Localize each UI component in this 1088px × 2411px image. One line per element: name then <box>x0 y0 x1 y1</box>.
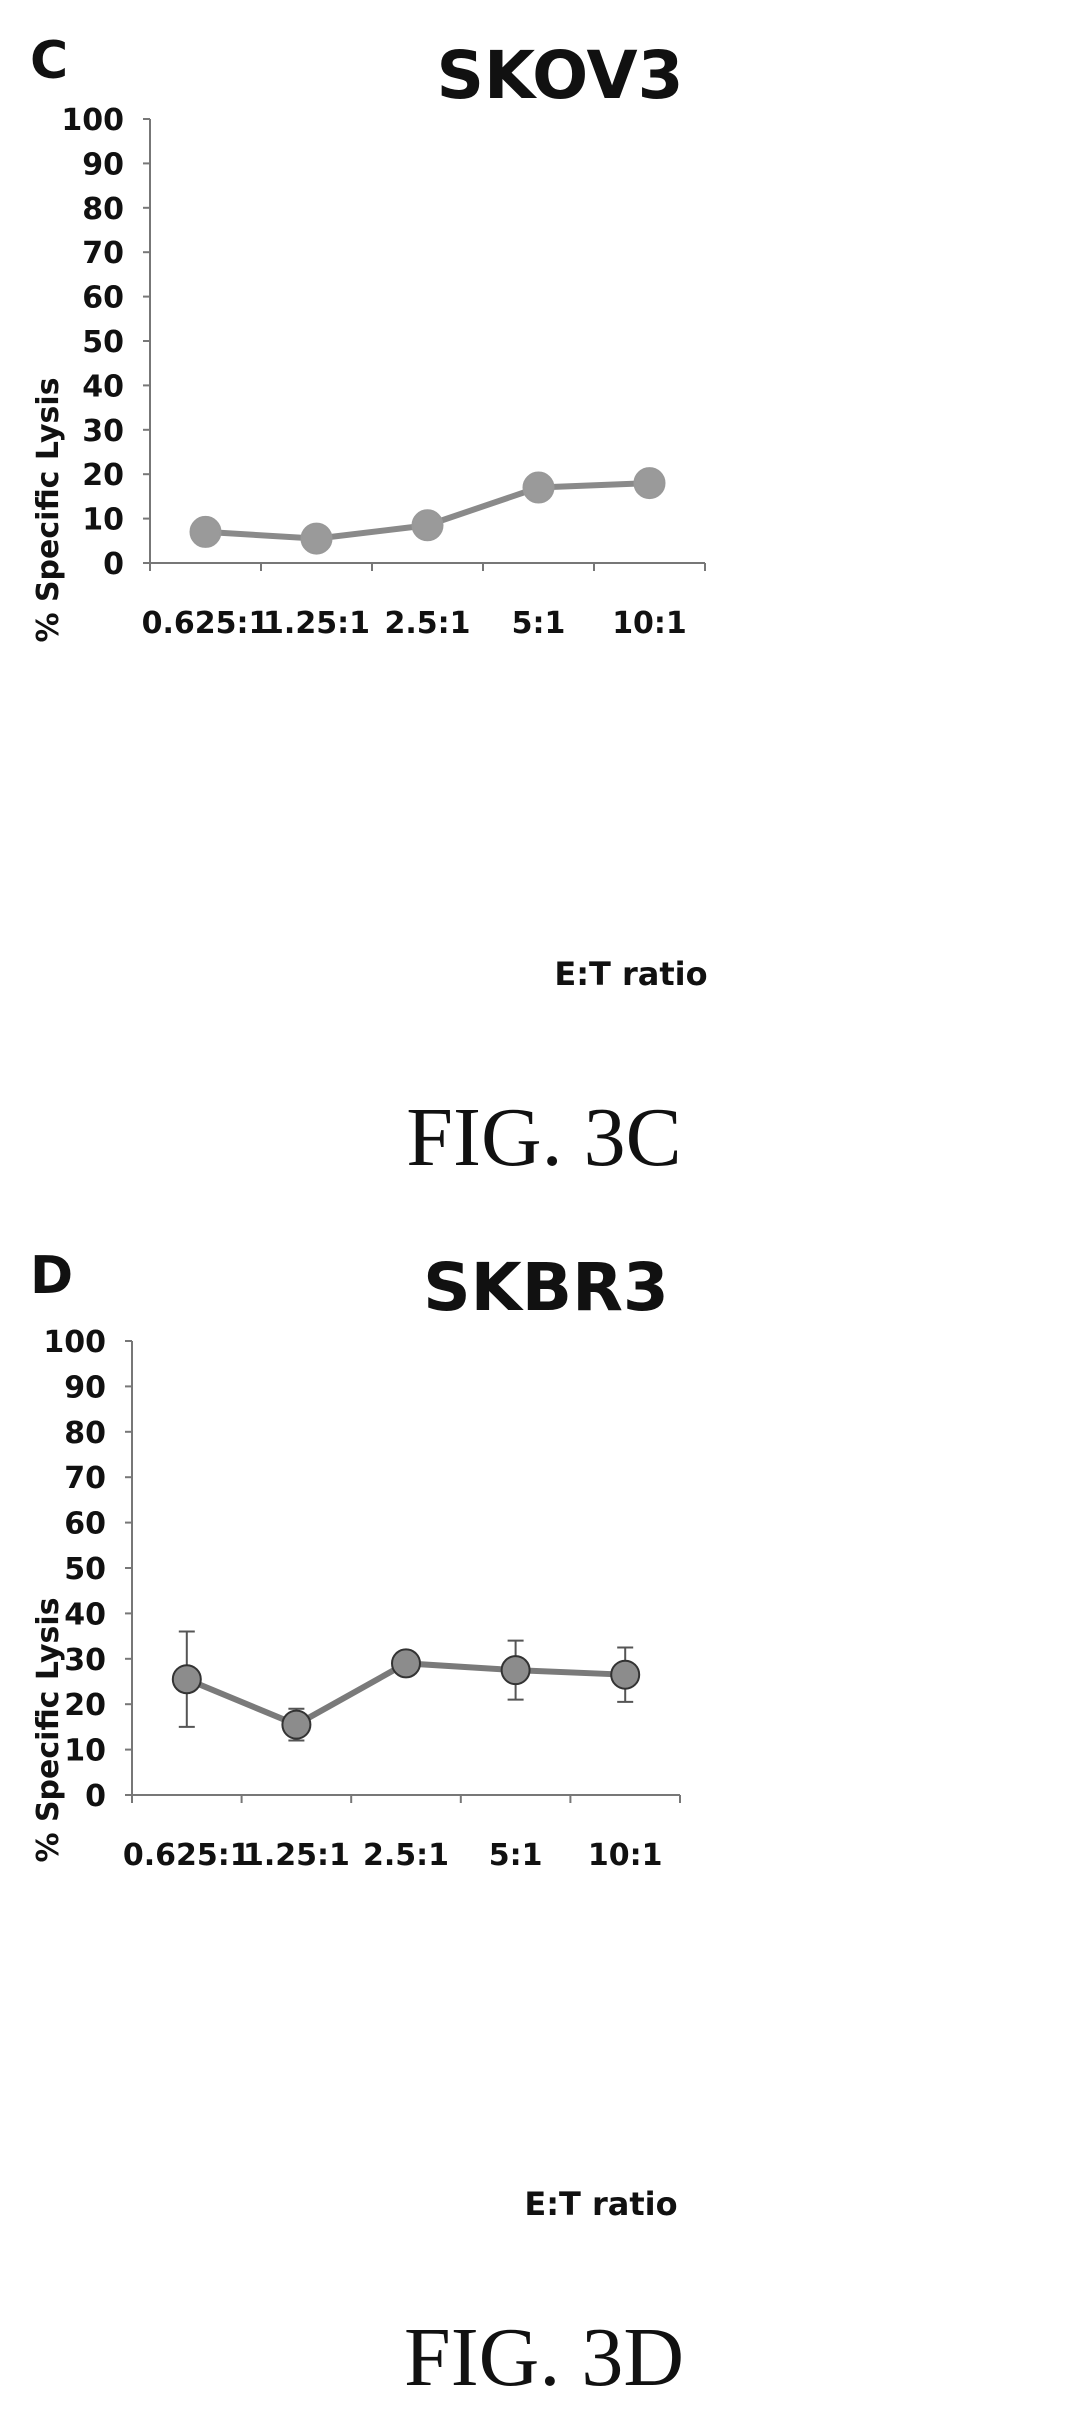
plot-area-c: 0 10 20 30 40 50 60 70 80 90 100 0.625:11.25:1 2.5:1… <box>61 103 706 641</box>
y-tick-label-c-40: 40 <box>82 369 124 404</box>
data-point-d-0 <box>171 1664 202 1695</box>
data-point-d-3 <box>500 1655 531 1686</box>
x-axis-label-d: E:T ratio <box>524 2185 677 2223</box>
x-tick-label-d-3: 5:1 <box>489 1838 543 1873</box>
y-tick-label-c-0: 0 <box>103 547 124 582</box>
y-tick-label-d-70: 70 <box>64 1461 106 1496</box>
y-tick-label-d-80: 80 <box>64 1416 106 1451</box>
panel-letter-d: D <box>30 1246 73 1306</box>
y-tick-label-d-60: 60 <box>64 1507 106 1542</box>
x-tick-label-c-3: 5:1 <box>512 606 566 641</box>
x-tick-label-d-4: 10:1 <box>588 1838 663 1873</box>
data-point-c-1 <box>300 522 333 555</box>
x-tick-label-c-2: 2.5:1 <box>384 606 470 641</box>
y-tick-label-c-60: 60 <box>82 281 124 316</box>
data-point-c-0 <box>189 515 222 548</box>
y-tick-label-c-80: 80 <box>82 192 124 227</box>
plot-area-d: 0 10 20 30 40 50 60 70 80 90 100 0.625:11.25:1 2.5:1… <box>43 1325 681 1873</box>
data-point-d-1 <box>281 1709 312 1740</box>
y-tick-label-d-100: 100 <box>43 1325 106 1360</box>
y-tick-label-d-0: 0 <box>85 1779 106 1814</box>
y-tick-label-c-100: 100 <box>61 103 124 138</box>
y-tick-label-c-90: 90 <box>82 147 124 182</box>
chart-title-skov3: SKOV3 <box>436 37 683 114</box>
data-point-c-4 <box>633 467 666 500</box>
y-tick-label-c-70: 70 <box>82 236 124 271</box>
figure-caption-3c: FIG. 3C <box>406 1091 681 1184</box>
y-tick-label-c-50: 50 <box>82 325 124 360</box>
y-tick-label-d-90: 90 <box>64 1370 106 1405</box>
data-point-c-3 <box>522 471 555 504</box>
y-tick-label-d-20: 20 <box>64 1688 106 1723</box>
chart-title-skbr3: SKBR3 <box>423 1249 669 1326</box>
x-axis-label-c: E:T ratio <box>554 955 707 993</box>
y-tick-label-d-30: 30 <box>64 1643 106 1678</box>
panel-letter-c: C <box>30 31 68 91</box>
x-tick-label-d-1: 1.25:1 <box>243 1838 350 1873</box>
x-tick-label-d-2: 2.5:1 <box>363 1838 449 1873</box>
y-axis-label-d: % Specific Lysis <box>31 1597 66 1862</box>
x-tick-label-c-4: 10:1 <box>612 606 687 641</box>
y-tick-label-c-30: 30 <box>82 414 124 449</box>
panel-d: D SKBR3 % Specific Lysis E:T ratio 0 10 20… <box>30 1246 684 2404</box>
y-tick-label-c-20: 20 <box>82 458 124 493</box>
y-tick-label-d-40: 40 <box>64 1597 106 1632</box>
x-tick-label-c-1: 1.25:1 <box>263 606 370 641</box>
x-tick-label-c-0: 0.625:1 <box>142 606 270 641</box>
x-tick-label-d-0: 0.625:1 <box>123 1838 251 1873</box>
y-tick-label-d-50: 50 <box>64 1552 106 1587</box>
data-point-d-4 <box>610 1659 641 1690</box>
panel-c: C SKOV3 % Specific Lysis E:T ratio 0 10 20… <box>30 31 708 1184</box>
y-tick-label-d-10: 10 <box>64 1734 106 1769</box>
data-point-c-2 <box>411 509 444 542</box>
data-point-d-2 <box>391 1648 421 1679</box>
y-tick-label-c-10: 10 <box>82 503 124 538</box>
figure-caption-3d: FIG. 3D <box>404 2311 684 2404</box>
y-axis-label-c: % Specific Lysis <box>31 377 66 642</box>
